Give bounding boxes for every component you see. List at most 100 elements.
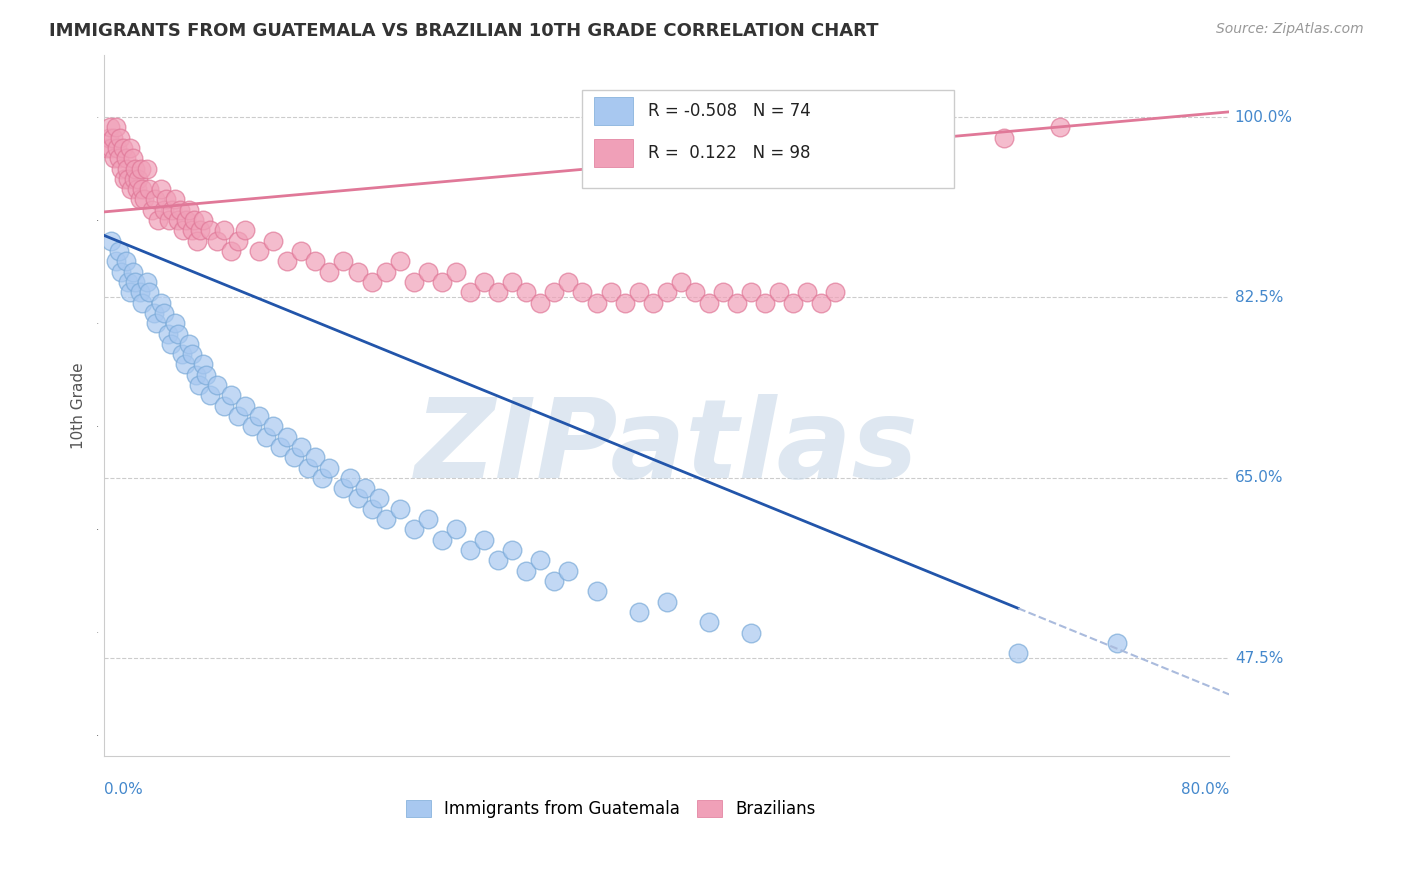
Point	[107, 151, 129, 165]
Point	[269, 440, 291, 454]
Point	[458, 543, 481, 558]
Point	[226, 234, 249, 248]
Point	[318, 460, 340, 475]
Point	[194, 368, 217, 382]
Point	[402, 275, 425, 289]
Point	[122, 172, 145, 186]
Point	[177, 202, 200, 217]
Point	[149, 182, 172, 196]
Point	[212, 399, 235, 413]
Point	[110, 161, 132, 176]
Point	[725, 295, 748, 310]
Point	[311, 471, 333, 485]
Point	[585, 295, 607, 310]
Point	[655, 285, 678, 300]
Point	[131, 182, 153, 196]
Point	[98, 120, 121, 135]
Point	[155, 193, 177, 207]
Point	[599, 285, 621, 300]
Point	[219, 244, 242, 258]
Point	[796, 285, 818, 300]
Point	[103, 151, 125, 165]
Point	[187, 378, 209, 392]
Text: 80.0%: 80.0%	[1181, 782, 1229, 797]
Point	[118, 285, 141, 300]
Point	[205, 234, 228, 248]
Point	[142, 306, 165, 320]
Point	[191, 213, 214, 227]
Point	[740, 285, 762, 300]
Point	[191, 358, 214, 372]
Point	[135, 275, 157, 289]
Point	[100, 234, 122, 248]
Text: R = -0.508   N = 74: R = -0.508 N = 74	[648, 103, 810, 120]
Point	[697, 615, 720, 630]
Point	[186, 234, 208, 248]
Point	[111, 141, 134, 155]
Point	[138, 182, 160, 196]
Point	[276, 254, 298, 268]
Point	[374, 512, 396, 526]
Point	[768, 285, 790, 300]
Point	[543, 574, 565, 588]
Point	[641, 295, 664, 310]
Point	[198, 388, 221, 402]
Point	[711, 285, 734, 300]
Point	[108, 130, 131, 145]
Point	[177, 336, 200, 351]
Point	[290, 244, 312, 258]
Point	[160, 202, 183, 217]
Point	[149, 295, 172, 310]
Point	[166, 213, 188, 227]
Text: 100.0%: 100.0%	[1234, 110, 1292, 125]
Point	[118, 141, 141, 155]
Point	[697, 295, 720, 310]
Point	[180, 347, 202, 361]
Point	[101, 130, 124, 145]
Point	[104, 120, 127, 135]
Point	[318, 265, 340, 279]
Point	[529, 553, 551, 567]
Point	[172, 223, 194, 237]
Point	[1007, 646, 1029, 660]
Point	[353, 481, 375, 495]
Point	[96, 141, 118, 155]
Point	[117, 275, 139, 289]
Point	[332, 481, 354, 495]
Legend: Immigrants from Guatemala, Brazilians: Immigrants from Guatemala, Brazilians	[399, 794, 823, 825]
Point	[121, 265, 143, 279]
Point	[169, 202, 191, 217]
Point	[124, 275, 146, 289]
Text: Source: ZipAtlas.com: Source: ZipAtlas.com	[1216, 22, 1364, 37]
Point	[283, 450, 305, 465]
Point	[627, 605, 650, 619]
Point	[557, 564, 579, 578]
Text: 65.0%: 65.0%	[1234, 470, 1284, 485]
Text: IMMIGRANTS FROM GUATEMALA VS BRAZILIAN 10TH GRADE CORRELATION CHART: IMMIGRANTS FROM GUATEMALA VS BRAZILIAN 1…	[49, 22, 879, 40]
Point	[613, 295, 636, 310]
Point	[655, 594, 678, 608]
Point	[247, 244, 270, 258]
Point	[515, 285, 537, 300]
Point	[669, 275, 692, 289]
Point	[128, 193, 150, 207]
Point	[430, 533, 453, 547]
Point	[152, 202, 174, 217]
Point	[233, 223, 256, 237]
Point	[557, 275, 579, 289]
Point	[1105, 636, 1128, 650]
Point	[472, 533, 495, 547]
Point	[105, 141, 128, 155]
Point	[247, 409, 270, 423]
Text: 82.5%: 82.5%	[1234, 290, 1284, 305]
Point	[388, 501, 411, 516]
Point	[157, 213, 180, 227]
Point	[332, 254, 354, 268]
Point	[262, 234, 284, 248]
Point	[360, 275, 382, 289]
Point	[374, 265, 396, 279]
Point	[444, 265, 467, 279]
Point	[198, 223, 221, 237]
Point	[416, 265, 439, 279]
Point	[346, 491, 368, 506]
